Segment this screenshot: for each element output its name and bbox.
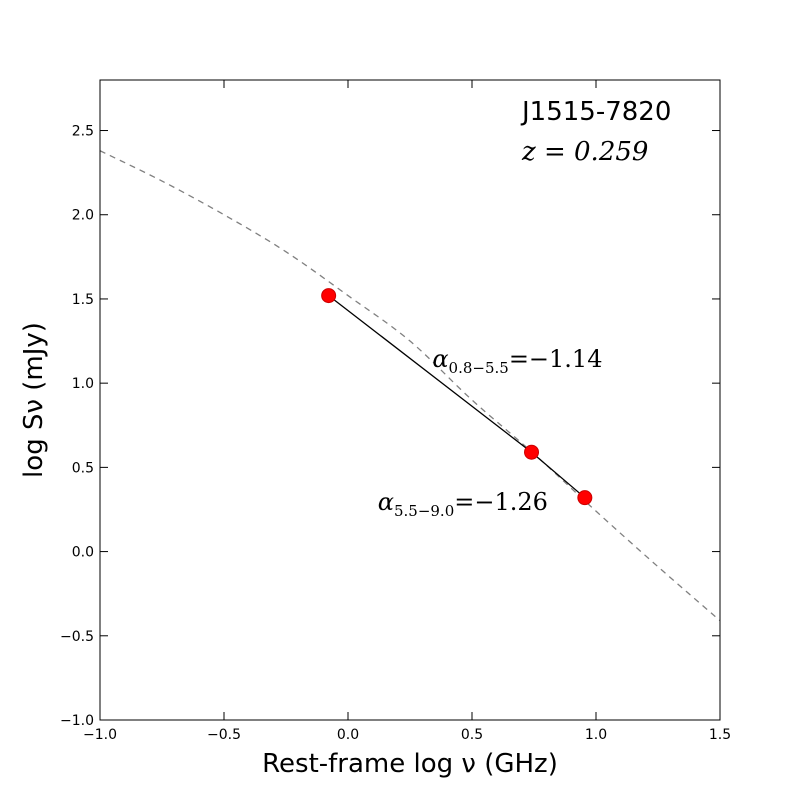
data-point [577,490,593,506]
y-tick-label: 1.0 [72,376,94,392]
ticks-layer: −1.0 −0.5 0.0 0.5 1.0 1.5 −1.0 −0.5 0.0 0.5 1.0 1.5… [60,80,731,743]
alpha-subscript: 5.5−9.0 [394,502,454,520]
y-tick-label: 2.0 [72,208,94,224]
data-points-layer [321,288,593,506]
y-tick-label: 0.0 [72,545,94,561]
annotation-alpha-5.5-9.0: α5.5−9.0=−1.26 [378,488,548,520]
redshift-label: z = 0.259 [521,137,648,167]
x-tick-label: 0.0 [337,727,359,743]
plot-frame [99,79,721,721]
y-tick-label: 2.5 [72,124,94,140]
y-tick-label: −1.0 [60,713,94,729]
x-tick-label: −0.5 [207,727,241,743]
model-curve-layer [100,150,720,622]
x-tick-label: 1.5 [709,727,731,743]
x-tick-label: 0.5 [461,727,483,743]
chart-title: J1515-7820 [520,97,671,127]
fit-line-1 [328,295,532,453]
data-point [321,288,337,304]
y-tick-label: 0.5 [72,460,94,476]
y-tick-label: 1.5 [72,292,94,308]
annotation-alpha-0.8-5.5: α0.8−5.5=−1.14 [432,345,602,377]
alpha-subscript: 0.8−5.5 [449,359,509,377]
y-tick-label: −0.5 [60,629,94,645]
alpha-value: =−1.14 [509,345,603,373]
model-curve [100,150,720,622]
alpha-value: =−1.26 [454,488,548,516]
x-tick-label: 1.0 [585,727,607,743]
alpha-symbol: α [432,345,448,373]
x-axis-title: Rest-frame log ν (GHz) [262,749,558,779]
x-tick-label: −1.0 [83,727,117,743]
alpha-symbol: α [378,488,394,516]
fit-lines-layer [328,295,586,499]
fit-line-2 [531,451,586,499]
y-axis-title: log Sν (mJy) [19,322,49,478]
data-point [524,444,540,460]
